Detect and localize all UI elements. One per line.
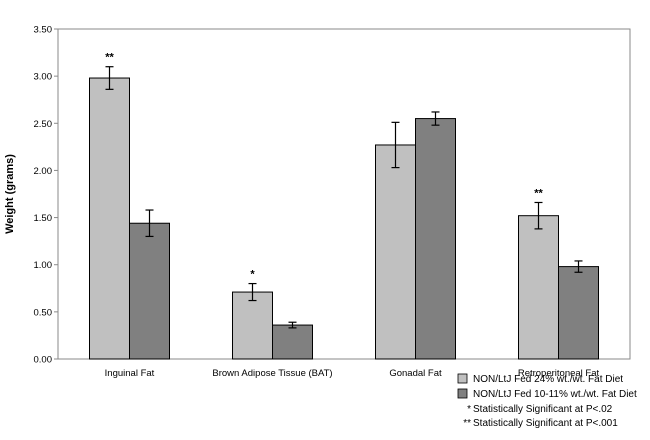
legend-note-text: Statistically Significant at P<.02 (473, 404, 613, 415)
y-axis: 0.00 0.50 1.00 1.50 2.00 2.50 3.00 3.50 (34, 25, 58, 366)
y-tick-label: 1.00 (34, 260, 53, 271)
x-category-label: Inguinal Fat (105, 368, 155, 379)
significance-marker: ** (105, 52, 114, 64)
legend-note-symbol: * (467, 404, 471, 415)
significance-marker: * (250, 269, 255, 281)
bars (89, 77, 599, 360)
y-tick-label: 0.00 (34, 355, 53, 366)
y-tick-label: 2.50 (34, 119, 53, 130)
y-axis-label: Weight (grams) (4, 154, 16, 234)
bar-series-2-category-1 (129, 222, 170, 360)
legend-note-text: Statistically Significant at P<.001 (473, 418, 618, 429)
y-tick-label: 3.50 (34, 25, 53, 36)
legend-swatch (457, 373, 468, 384)
bar-series-1-category-4 (518, 215, 559, 360)
y-tick-label: 3.00 (34, 72, 53, 83)
x-category-label: Retroperitoneal Fat (518, 368, 600, 379)
legend: NON/LtJ Fed 24% wt./wt. Fat Diet NON/LtJ … (457, 373, 637, 429)
bar-series-2-category-2 (272, 324, 313, 360)
bar-series-1-category-2 (232, 291, 273, 360)
y-tick-label: 0.50 (34, 307, 53, 318)
bar-series-2-category-3 (415, 118, 456, 360)
bar-series-1-category-3 (375, 144, 416, 360)
bar-series-2-category-4 (558, 266, 599, 360)
bar-series-1-category-1 (89, 77, 130, 360)
error-bars (105, 66, 583, 329)
x-category-label: Brown Adipose Tissue (BAT) (212, 368, 332, 379)
legend-label: NON/LtJ Fed 24% wt./wt. Fat Diet (473, 374, 623, 385)
legend-label: NON/LtJ Fed 10-11% wt./wt. Fat Diet (473, 389, 637, 400)
significance-markers: ***** (105, 52, 543, 281)
y-tick-label: 2.00 (34, 166, 53, 177)
x-axis-categories: Inguinal Fat Brown Adipose Tissue (BAT) Go… (105, 368, 600, 379)
x-category-label: Gonadal Fat (389, 368, 442, 379)
y-tick-label: 1.50 (34, 213, 53, 224)
significance-marker: ** (534, 187, 543, 199)
legend-note-symbol: ** (463, 418, 471, 429)
legend-swatch (457, 388, 468, 399)
